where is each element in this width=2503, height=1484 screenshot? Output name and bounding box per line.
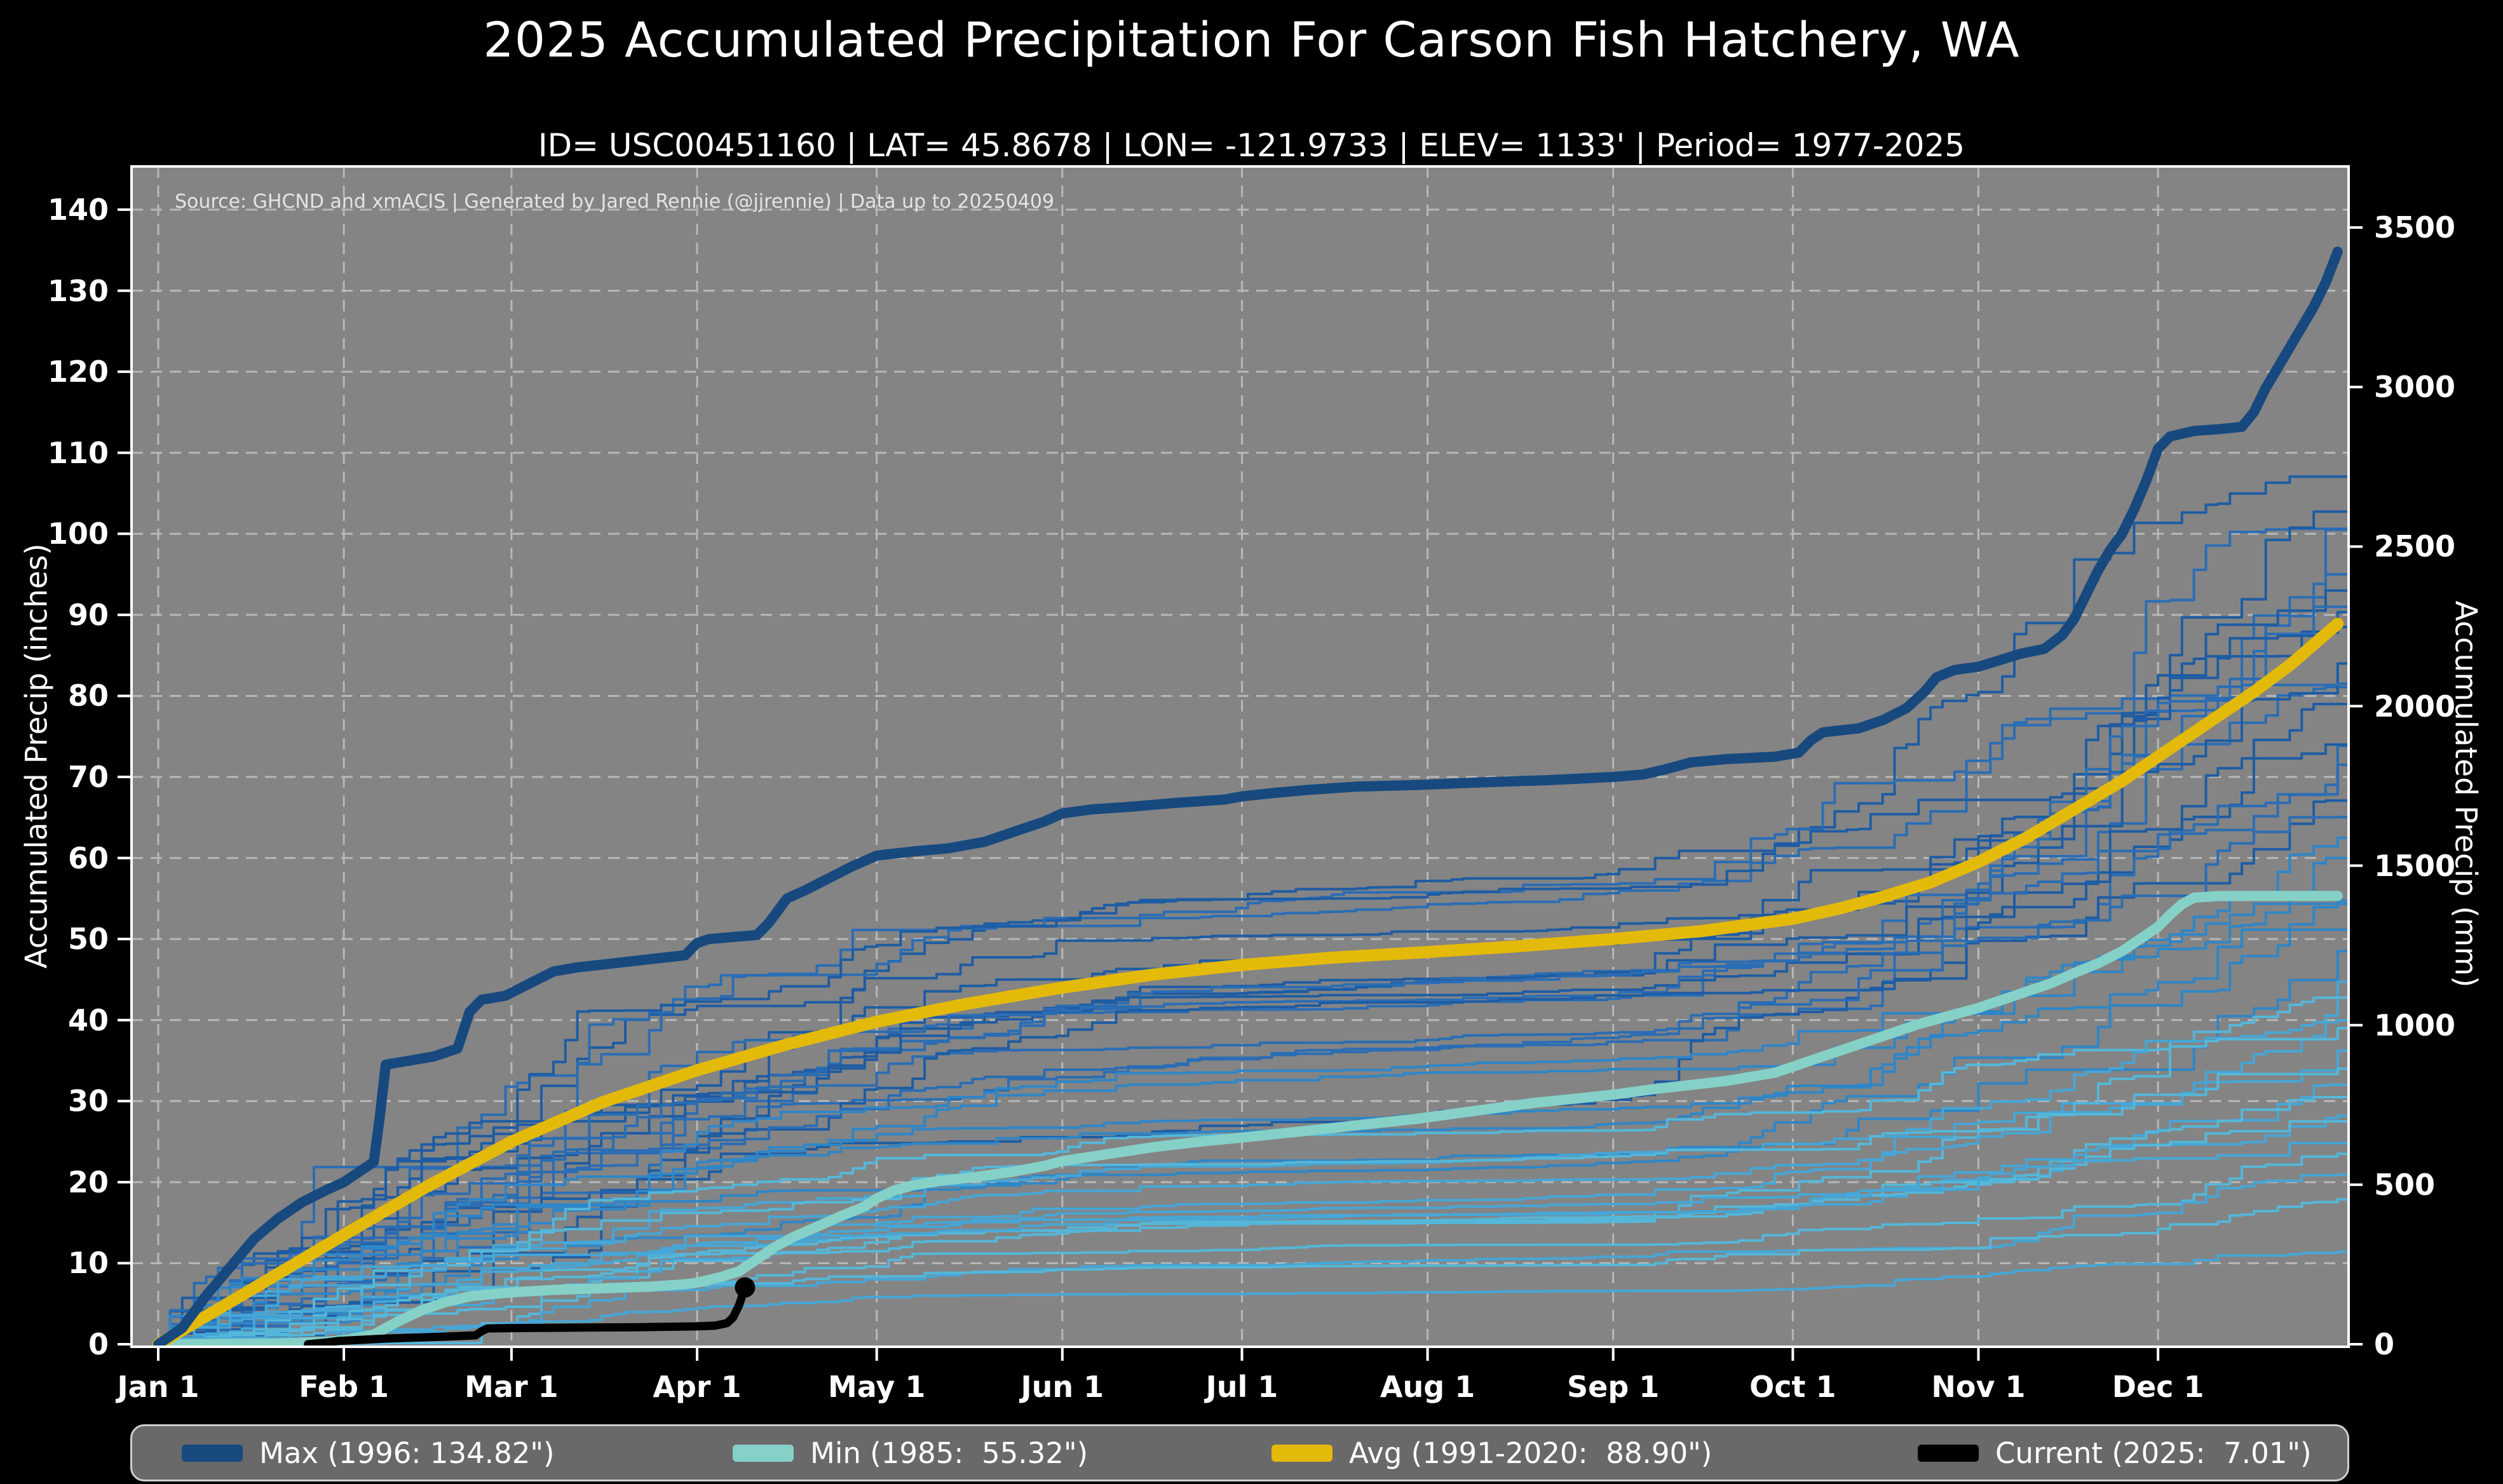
- y-left-tick-label: 90: [67, 597, 109, 632]
- year-line: [158, 436, 2349, 1346]
- tick-marks: [118, 208, 2363, 1361]
- year-line: [158, 528, 2349, 1346]
- chart-title: 2025 Accumulated Precipitation For Carso…: [483, 11, 2020, 68]
- legend-item-min: Min (1985: 55.32"): [733, 1426, 1088, 1480]
- series-lines: [152, 246, 2349, 1347]
- year-line: [158, 789, 2349, 1346]
- y-left-tick-label: 100: [47, 516, 109, 551]
- x-tick-label: Oct 1: [1749, 1370, 1836, 1404]
- y-left-tick-label: 30: [67, 1084, 109, 1119]
- min-line: [153, 891, 2343, 1347]
- y-left-tick-label: 60: [67, 840, 109, 875]
- year-line: [158, 1067, 2349, 1346]
- legend-label-min: Min (1985: 55.32"): [810, 1436, 1089, 1470]
- avg-line: [152, 617, 2344, 1347]
- y-left-tick-label: 10: [67, 1246, 109, 1281]
- source-note: Source: GHCND and xmACIS | Generated by …: [175, 191, 1055, 213]
- min-line-swatch: [733, 1444, 794, 1462]
- x-tick-label: Apr 1: [653, 1370, 742, 1404]
- year-line: [158, 589, 2349, 1346]
- y-left-tick-label: 110: [47, 435, 109, 470]
- year-line: [158, 1120, 2349, 1346]
- x-tick-label: May 1: [827, 1370, 926, 1404]
- legend-item-max: Max (1996: 134.82"): [182, 1426, 555, 1480]
- y-left-tick-label: 20: [67, 1164, 109, 1199]
- max-line-swatch: [182, 1444, 243, 1462]
- year-line: [158, 927, 2349, 1346]
- y-right-tick-label: 1000: [2374, 1008, 2456, 1042]
- y-left-tick-label: 120: [47, 354, 109, 389]
- x-tick-label: Feb 1: [299, 1370, 389, 1404]
- x-tick-label: Nov 1: [1931, 1370, 2026, 1404]
- gridlines: [132, 166, 2349, 1347]
- current-line-swatch: [1918, 1444, 1979, 1462]
- y-left-tick-label: 0: [88, 1327, 109, 1361]
- year-line: [158, 950, 2349, 1346]
- year-line: [158, 626, 2349, 1346]
- year-line: [158, 1048, 2349, 1346]
- y-right-tick-label: 500: [2374, 1167, 2436, 1202]
- year-line: [158, 1246, 2349, 1346]
- y-right-tick-label: 0: [2374, 1327, 2395, 1361]
- max-line: [153, 246, 2343, 1347]
- y-left-tick-label: 140: [47, 192, 109, 227]
- year-line: [158, 1012, 2349, 1346]
- legend-item-avg: Avg (1991-2020: 88.90"): [1272, 1426, 1712, 1480]
- year-line: [158, 1137, 2349, 1346]
- year-line: [158, 682, 2349, 1346]
- plot-border: [130, 165, 2350, 1348]
- year-line: [158, 902, 2349, 1346]
- x-tick-label: Jun 1: [1021, 1370, 1104, 1404]
- year-line: [158, 1152, 2349, 1346]
- year-line: [158, 477, 2349, 1346]
- y-left-tick-label: 80: [67, 678, 109, 713]
- current-end-dot: [735, 1277, 756, 1298]
- y-right-axis-title: Accumulated Precip (mm): [2448, 600, 2483, 988]
- x-tick-label: Dec 1: [2112, 1370, 2204, 1404]
- x-tick-label: Jan 1: [117, 1370, 200, 1404]
- chart-subtitle: ID= USC00451160 | LAT= 45.8678 | LON= -1…: [538, 127, 1965, 164]
- y-right-tick-label: 3500: [2374, 210, 2456, 245]
- avg-line-swatch: [1272, 1444, 1333, 1462]
- year-line: [158, 1197, 2349, 1346]
- legend: Max (1996: 134.82") Min (1985: 55.32") A…: [130, 1424, 2349, 1481]
- current-line: [304, 1283, 749, 1347]
- y-left-tick-label: 40: [67, 1002, 109, 1037]
- legend-item-current: Current (2025: 7.01"): [1918, 1426, 2312, 1480]
- y-right-tick-label: 2500: [2374, 529, 2456, 564]
- x-tick-label: Jul 1: [1205, 1370, 1279, 1404]
- y-left-axis-title: Accumulated Precip (inches): [19, 543, 55, 969]
- y-right-tick-label: 3000: [2374, 370, 2456, 405]
- legend-label-max: Max (1996: 134.82"): [259, 1436, 555, 1470]
- y-left-tick-label: 130: [47, 273, 109, 308]
- y-left-tick-label: 50: [67, 922, 109, 957]
- legend-label-avg: Avg (1991-2020: 88.90"): [1349, 1436, 1713, 1470]
- x-tick-label: Mar 1: [465, 1370, 559, 1404]
- x-tick-label: Aug 1: [1380, 1370, 1475, 1404]
- legend-label-current: Current (2025: 7.01"): [1995, 1436, 2312, 1470]
- x-tick-label: Sep 1: [1567, 1370, 1660, 1404]
- y-right-tick-label: 2000: [2374, 689, 2456, 724]
- y-right-tick-label: 1500: [2374, 848, 2456, 883]
- y-left-tick-label: 70: [67, 760, 109, 794]
